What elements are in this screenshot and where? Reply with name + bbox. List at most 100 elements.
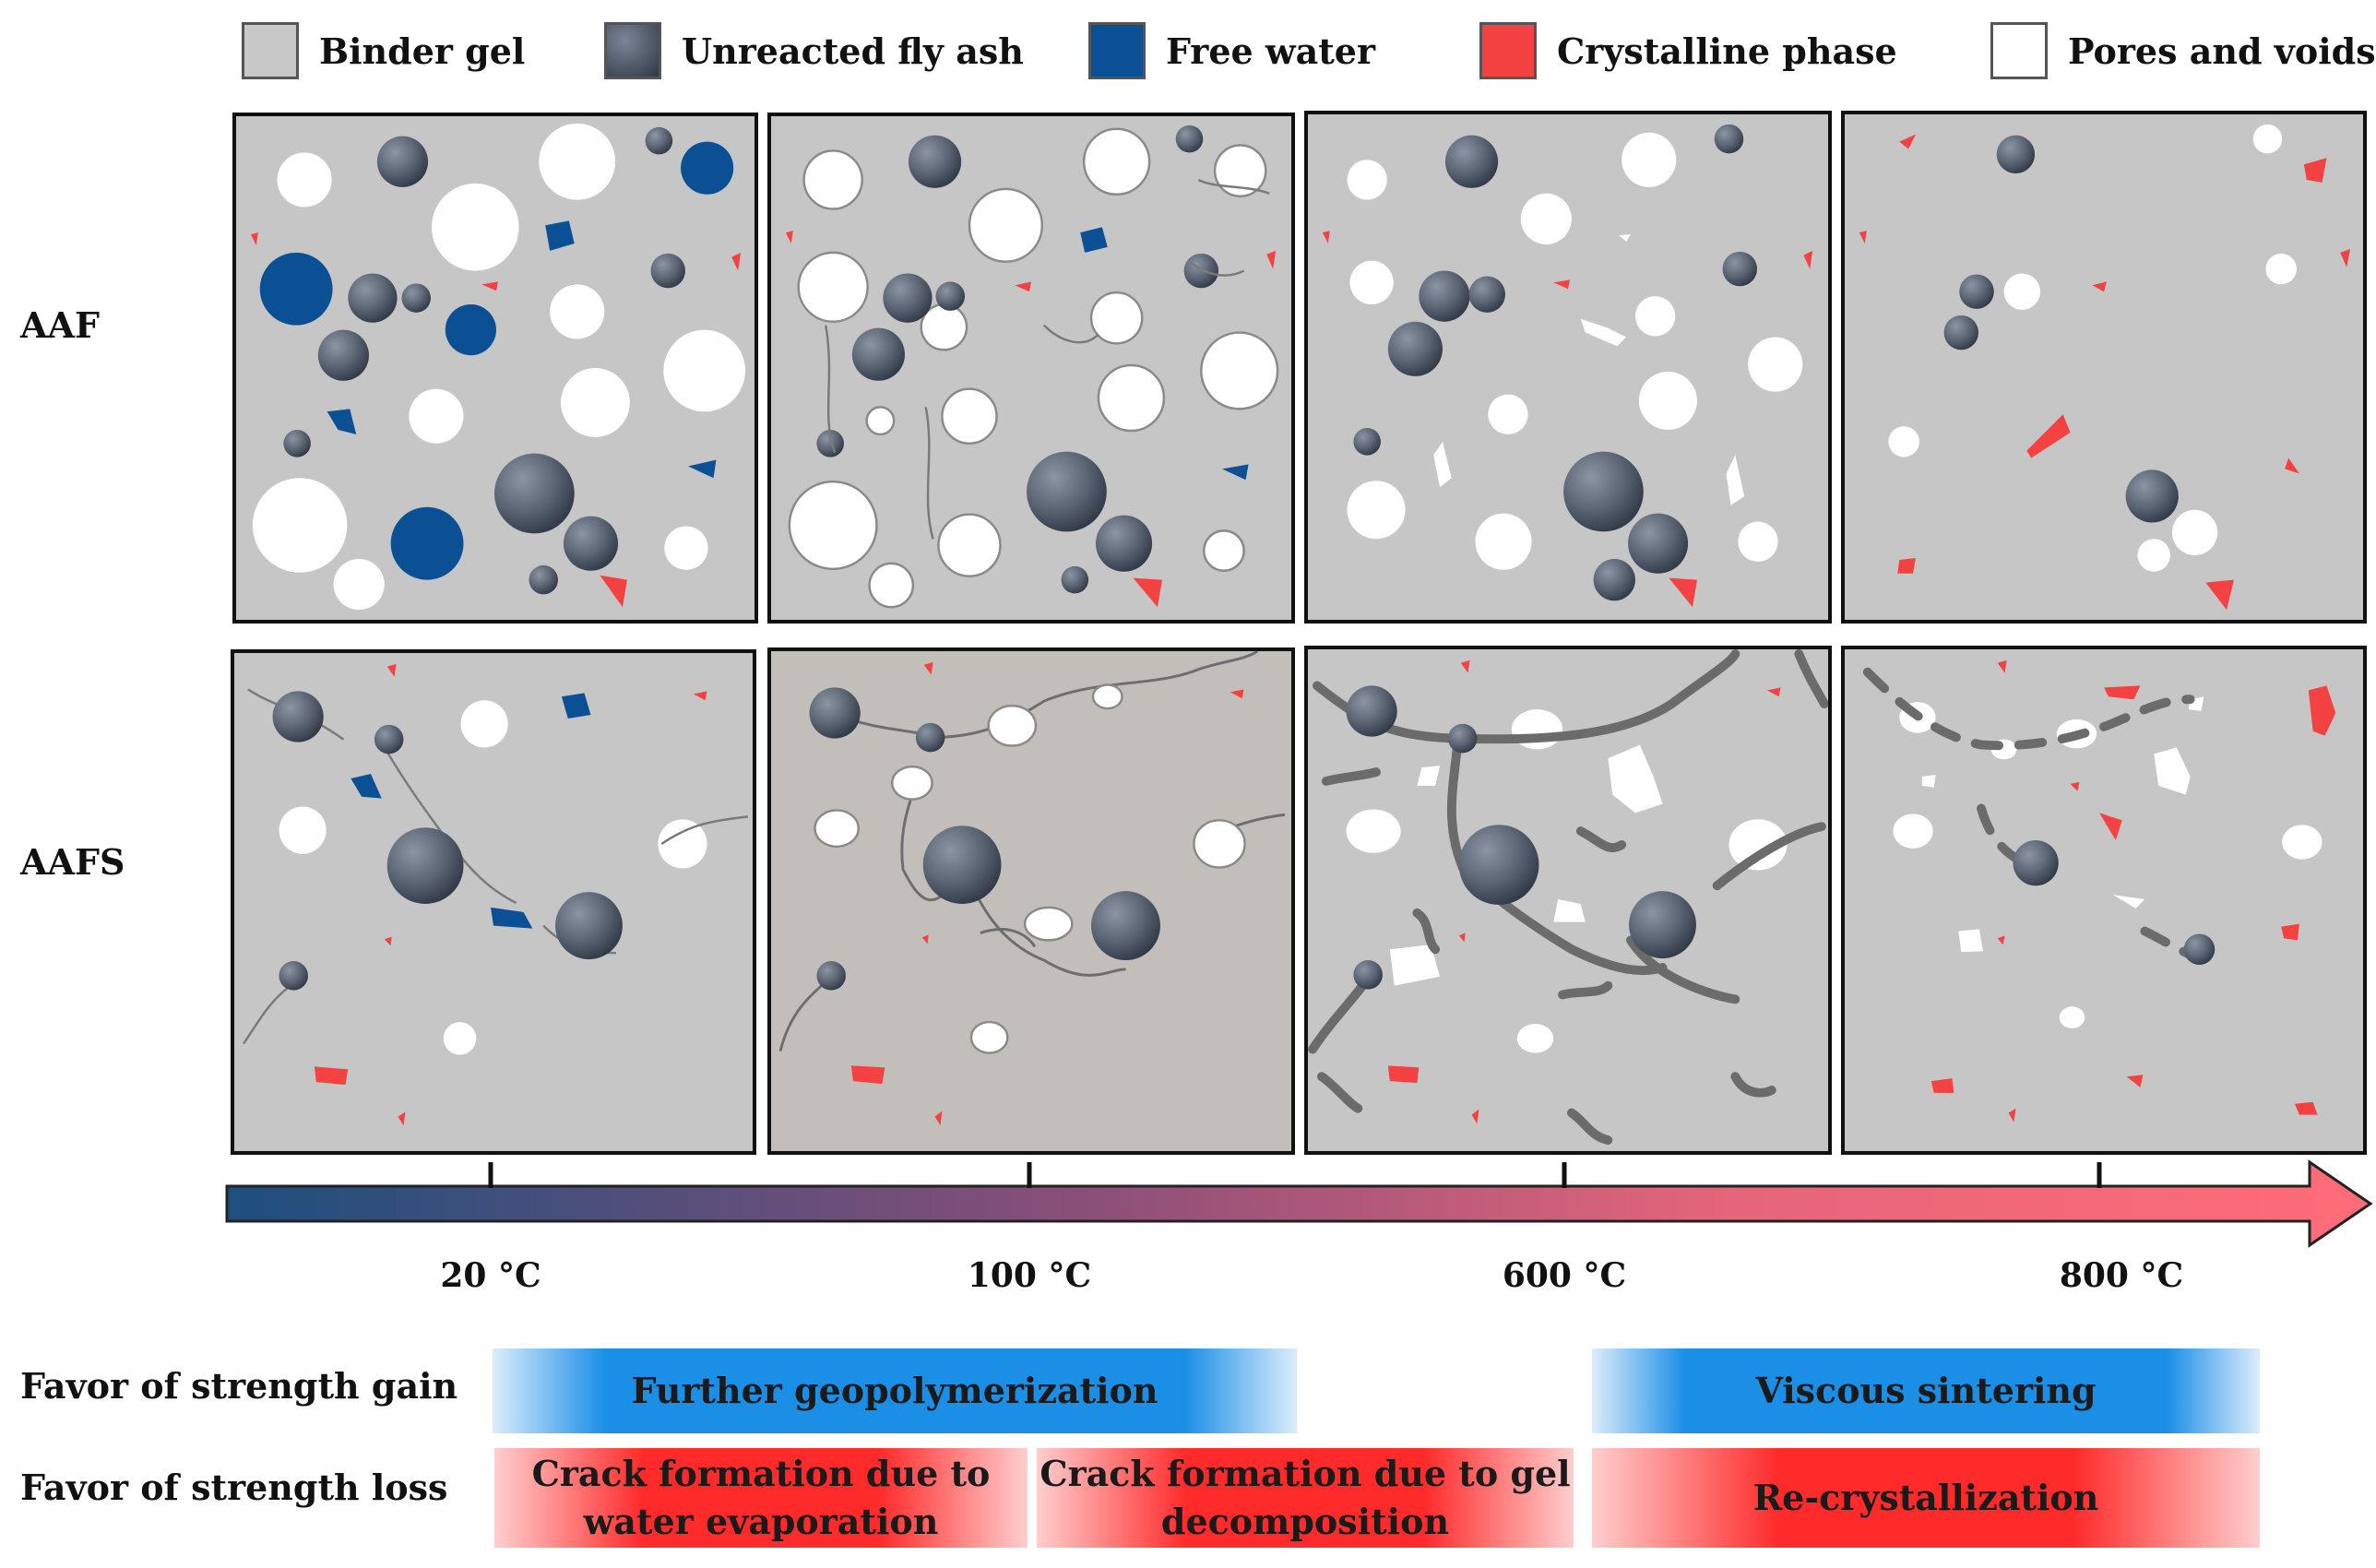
free-water-swatch [1088,22,1146,79]
crystal [850,1065,885,1085]
band-crack-water-evaporation: Crack formation due to water evaporation [494,1448,1028,1548]
panel-aafs-20c [231,649,756,1155]
water-pocket [350,774,382,799]
cracked-pore [797,251,869,323]
fly-ash-particle [1996,135,2036,174]
crack [778,977,832,1051]
crystal [1899,134,1916,149]
crystal [1133,577,1162,608]
fly-ash-particle [279,961,308,991]
crystal [1897,557,1916,574]
void [1921,775,1936,788]
crystal [1930,1078,1954,1093]
crystal [1322,231,1330,244]
crystal [1458,932,1466,943]
cracked-pore [968,187,1044,263]
fly-ash-particle [529,564,559,595]
fly-ash-particle [2183,933,2216,965]
pore [1634,296,1676,337]
pore [1488,394,1528,434]
fly-ash-particle [1628,513,1689,574]
crack [1977,803,2041,873]
fly-ash-particle [1447,723,1478,754]
fly-ash-particle [1722,251,1758,287]
pore [2003,273,2041,310]
pore [252,478,348,573]
panel-aaf-800c [1841,111,2367,624]
fly-ash-particle [376,136,429,187]
pores-swatch [1990,22,2048,79]
binder-gel-swatch [242,22,299,79]
fly-ash-particle [1629,891,1696,959]
temp-label-800: 800 °C [2059,1256,2184,1295]
crystal [481,281,498,291]
cracked-pore [1203,529,1245,573]
crack [980,928,1037,948]
cracked-pore [987,704,1038,747]
crystal [1553,279,1570,290]
pore [432,183,519,271]
fly-ash-particle [348,273,398,323]
crack [924,407,934,540]
pore [279,806,327,854]
fly-ash-particle [1091,891,1160,961]
crystal [2205,579,2234,611]
pore [1638,371,1697,431]
void [1580,318,1627,347]
pore [1346,809,1401,853]
cracked-pore [937,513,1002,577]
crystal [250,232,258,245]
fly-ash-particle [1353,428,1381,456]
crack [1308,980,1368,1054]
crystal [921,934,929,944]
fly-ash-particle [386,827,464,904]
crystal [2294,1101,2318,1115]
pore [1349,260,1394,304]
crystal [1266,250,1277,269]
water-pocket [1080,227,1108,253]
crack [1567,1108,1613,1146]
cracked-pore [941,387,998,445]
crystal [934,1111,943,1126]
fly-ash-particle [1959,274,1994,309]
fly-ash-particle [283,430,311,457]
fly-ash-particle [935,281,966,311]
crystal [2281,923,2299,941]
pore [560,368,630,437]
crystal [314,1066,349,1086]
cracked-pore [1082,127,1151,196]
fly-ash-particle [1183,253,1219,289]
legend-item-free-water: Free water [1088,20,1375,81]
pore [1893,814,1933,849]
pore [1748,337,1803,392]
fly-ash-swatch [604,22,661,79]
pore [1475,513,1532,570]
band-re-crystallization: Re-crystallization [1592,1448,2260,1548]
band-crack-gel-decomposition: Crack formation due to gel decomposition [1037,1448,1574,1548]
crystal [2070,781,2080,791]
pore [443,1022,477,1055]
crystal [785,231,793,244]
water-pocket [491,907,533,929]
fly-ash-particle [1563,451,1644,532]
pore [664,526,708,570]
fly-ash-particle [922,826,1002,904]
cracked-pore [868,562,915,609]
legend-label: Free water [1166,30,1375,72]
pore [1516,1024,1554,1053]
cracked-pore [865,406,896,436]
water-pocket [545,220,575,251]
crystal [2303,158,2327,183]
cracked-pore [1097,363,1166,433]
temperature-axis-arrow [225,1159,2373,1248]
crystal [600,575,627,608]
pore [1738,521,1778,562]
crack [1317,1072,1363,1113]
favor-gain-label: Favor of strength gain [20,1365,458,1407]
fly-ash-particle [645,126,673,155]
water-droplet [445,304,496,356]
pore [1888,426,1919,457]
pore [2171,509,2218,556]
crystal [1669,577,1697,608]
crystal [1997,659,2007,673]
